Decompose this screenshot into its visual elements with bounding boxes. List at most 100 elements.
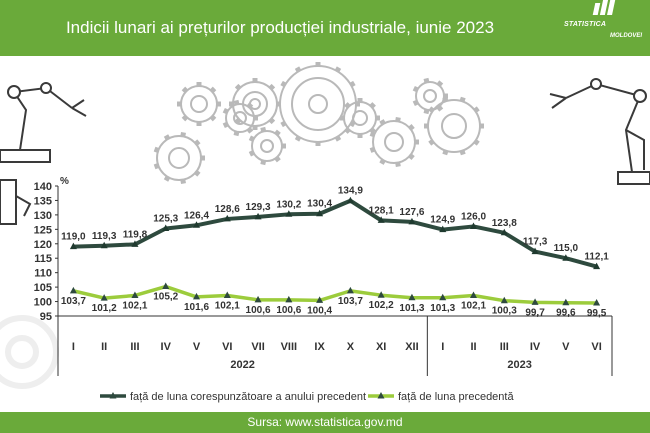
data-label: 99,7 bbox=[525, 307, 545, 318]
data-point bbox=[346, 196, 354, 204]
logo-text-line1: STATISTICA bbox=[564, 21, 607, 28]
gear-tooth bbox=[163, 134, 171, 141]
gear-tooth bbox=[246, 127, 254, 134]
legend-marker bbox=[109, 392, 117, 399]
data-label: 100,4 bbox=[307, 305, 332, 316]
x-tick-label: II bbox=[470, 341, 476, 353]
y-tick-labels: 95 100 105 110 115 120 125 130 135 140 bbox=[34, 181, 58, 323]
data-label: 102,1 bbox=[122, 300, 147, 311]
series-line bbox=[73, 198, 598, 269]
x-tick-label: IX bbox=[314, 341, 325, 353]
gear-tooth bbox=[369, 127, 376, 134]
data-point bbox=[69, 286, 77, 294]
gear-tooth bbox=[459, 96, 466, 103]
gear-tooth bbox=[248, 150, 255, 157]
chart-axes bbox=[57, 186, 613, 376]
data-point bbox=[223, 291, 231, 298]
data-label: 134,9 bbox=[338, 186, 363, 197]
data-label: 112,1 bbox=[584, 252, 609, 263]
series-1: 119,0 119,3 119,8 125,3 126,4 128,6 129,3 130,2… bbox=[61, 186, 609, 270]
data-point bbox=[593, 299, 601, 306]
data-point bbox=[408, 293, 416, 301]
data-point bbox=[439, 225, 447, 233]
data-point bbox=[500, 228, 508, 236]
gear-tooth bbox=[369, 146, 376, 153]
gear-tooth bbox=[473, 139, 480, 146]
year-label: 2023 bbox=[507, 359, 531, 371]
year-label: 2022 bbox=[230, 359, 254, 371]
x-tick-label: III bbox=[500, 341, 509, 353]
gear-tooth bbox=[436, 105, 444, 112]
data-point bbox=[316, 209, 324, 217]
statistica-logo: STATISTICA MOLDOVEI bbox=[564, 0, 643, 49]
data-label: 117,3 bbox=[523, 237, 548, 248]
gear-tooth bbox=[442, 149, 449, 156]
data-point bbox=[100, 294, 108, 301]
y-tick-label: 125 bbox=[34, 224, 52, 236]
data-point bbox=[531, 298, 539, 305]
series-line bbox=[72, 284, 597, 305]
data-point bbox=[131, 291, 139, 298]
data-point bbox=[254, 212, 262, 220]
data-label: 130,2 bbox=[276, 199, 301, 210]
data-point bbox=[69, 242, 77, 250]
data-label: 101,3 bbox=[430, 303, 455, 314]
gear-tooth bbox=[369, 131, 376, 138]
gear-tooth bbox=[246, 102, 254, 109]
data-label: 101,6 bbox=[184, 302, 209, 313]
data-label: 99,5 bbox=[587, 308, 607, 319]
chart-legend: față de luna corespunzătoare a anului pr… bbox=[100, 391, 514, 403]
x-tick-label: XI bbox=[376, 341, 386, 353]
data-point bbox=[470, 222, 477, 229]
data-label: 129,3 bbox=[246, 202, 271, 213]
gear-tooth bbox=[369, 102, 376, 109]
gear-tooth bbox=[233, 131, 240, 137]
gear-tooth bbox=[209, 86, 217, 94]
data-point bbox=[562, 254, 570, 261]
data-label: 100,3 bbox=[492, 306, 517, 317]
robot-arm-left-icon bbox=[0, 82, 87, 225]
gear-tooth bbox=[408, 153, 415, 160]
x-tick-label: VI bbox=[591, 341, 601, 353]
data-label: 128,1 bbox=[369, 205, 394, 216]
data-label: 103,7 bbox=[338, 296, 363, 307]
data-point bbox=[316, 296, 324, 303]
gears-illustration-icon bbox=[156, 65, 481, 181]
legend-marker bbox=[377, 392, 385, 399]
data-label: 101,2 bbox=[92, 303, 117, 314]
gear-tooth bbox=[163, 175, 171, 182]
x-tick-label: VII bbox=[251, 341, 264, 353]
logo-text-line2: MOLDOVEI bbox=[610, 33, 643, 39]
data-label: 124,9 bbox=[430, 215, 455, 226]
data-point bbox=[346, 286, 354, 294]
gear-tooth bbox=[408, 124, 415, 131]
gear-tooth bbox=[234, 83, 242, 91]
data-label: 126,0 bbox=[461, 211, 486, 222]
gear-tooth bbox=[379, 158, 386, 165]
gear-tooth bbox=[344, 102, 351, 109]
x-tick-label: IV bbox=[161, 341, 172, 353]
data-point bbox=[254, 295, 262, 303]
gear-tooth bbox=[428, 106, 435, 113]
x-tick-label: II bbox=[101, 341, 107, 353]
y-tick-label: 95 bbox=[40, 311, 52, 323]
gear-tooth bbox=[181, 86, 189, 94]
y-tick-label: 130 bbox=[34, 210, 52, 222]
data-label: 100,6 bbox=[276, 305, 301, 316]
gear-tooth bbox=[344, 127, 351, 134]
x-tick-labels: I II III IV V VI VII VIII IX X XI XII I II III IV V VI bbox=[72, 341, 602, 353]
data-label: 119,3 bbox=[92, 231, 117, 242]
gear-tooth bbox=[268, 117, 276, 125]
gear-tooth bbox=[412, 99, 419, 107]
data-label: 102,1 bbox=[215, 300, 240, 311]
gear-tooth bbox=[412, 85, 419, 93]
data-point bbox=[285, 210, 293, 217]
data-label: 102,1 bbox=[461, 300, 486, 311]
gear-tooth bbox=[222, 121, 229, 129]
x-tick-label: I bbox=[441, 341, 444, 353]
y-tick-label: 120 bbox=[34, 239, 52, 251]
x-tick-label: III bbox=[130, 341, 139, 353]
gear-tooth bbox=[268, 83, 276, 91]
header-banner: Indicii lunari ai prețurilor producției … bbox=[0, 0, 650, 56]
y-axis-unit-label: % bbox=[60, 176, 69, 187]
